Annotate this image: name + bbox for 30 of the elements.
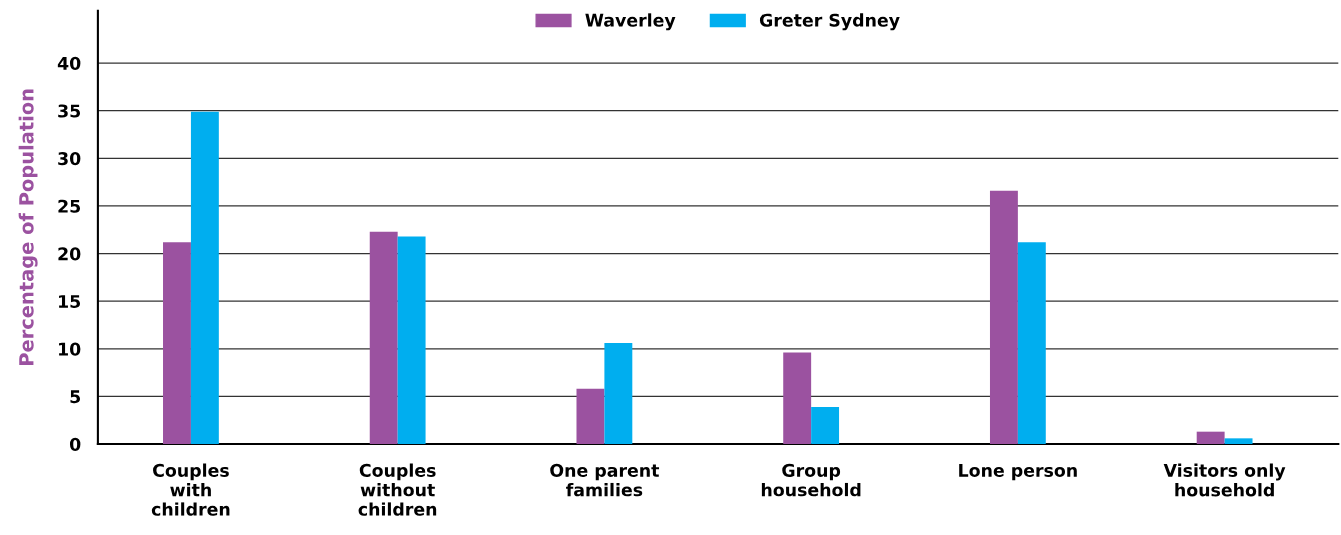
- x-tick-label: Couples with children: [151, 463, 230, 516]
- bar: [1017, 242, 1046, 445]
- y-tick-label: 35: [58, 104, 81, 118]
- y-tick-label: 0: [69, 437, 81, 451]
- y-tick-label: 15: [59, 295, 81, 309]
- x-tick-label: One parent families: [550, 463, 660, 497]
- bar: [369, 231, 398, 445]
- bar: [1196, 431, 1225, 445]
- x-tick-label: Group household: [761, 463, 861, 497]
- y-tick-label: 40: [57, 56, 81, 70]
- bar: [576, 388, 605, 445]
- bar: [190, 111, 219, 445]
- bar: [811, 406, 840, 445]
- y-tick-label: 20: [58, 247, 81, 261]
- y-axis-title: Percentage of Population: [18, 89, 38, 365]
- bar: [783, 352, 812, 445]
- legend-label: Greter Sydney: [759, 13, 900, 31]
- bar: [163, 242, 191, 445]
- x-tick-label: Lone person: [959, 464, 1077, 481]
- y-tick-label: 5: [70, 390, 81, 404]
- legend-label: Waverley: [585, 13, 676, 31]
- x-tick-label: Couples without children: [358, 463, 437, 516]
- bar: [989, 190, 1018, 445]
- y-tick-label: 30: [58, 152, 81, 166]
- y-tick-label: 25: [58, 199, 81, 213]
- bar: [397, 236, 426, 445]
- x-tick-label: Visitors only household: [1163, 463, 1286, 497]
- y-tick-label: 10: [59, 342, 81, 356]
- bar: [604, 343, 633, 445]
- bar: [1224, 438, 1253, 445]
